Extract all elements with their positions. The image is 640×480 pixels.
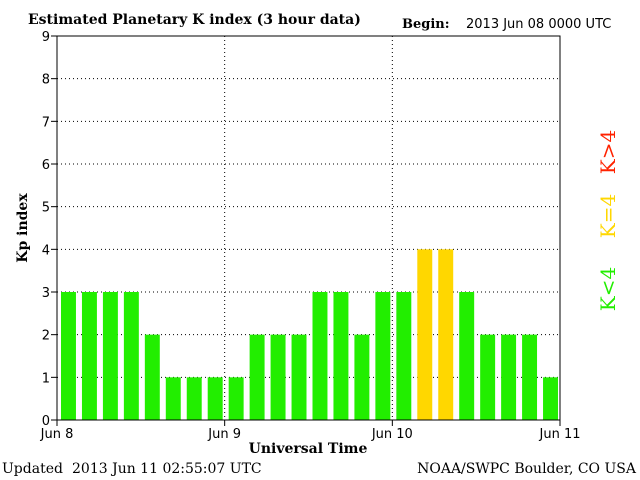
y-tick-label: 0 <box>42 414 50 429</box>
chart-title: Estimated Planetary K index (3 hour data… <box>28 12 361 28</box>
kp-bar <box>522 334 538 420</box>
kp-bar <box>459 292 475 420</box>
kp-bar <box>480 334 496 420</box>
y-tick-label: 5 <box>42 201 50 216</box>
y-axis-ticks: 0 1 2 3 4 5 6 7 8 9 <box>42 30 57 429</box>
kp-bar <box>123 292 139 420</box>
kp-bar <box>375 292 391 420</box>
kp-bar <box>249 334 265 420</box>
kp-bar <box>438 249 454 420</box>
y-tick-label: 9 <box>42 30 50 45</box>
kp-bar <box>501 334 517 420</box>
y-tick-label: 4 <box>42 243 50 258</box>
y-tick-label: 3 <box>42 286 50 301</box>
kp-bar <box>291 334 307 420</box>
plot-frame <box>56 35 561 421</box>
x-tick-label: Jun 11 <box>539 427 581 442</box>
kp-bar <box>312 292 328 420</box>
begin-label: Begin: <box>402 17 450 32</box>
x-tick-label: Jun 10 <box>371 427 413 442</box>
y-tick-label: 1 <box>42 371 50 386</box>
legend-entry: K<4 <box>596 267 620 311</box>
legend-entry: K>4 <box>596 130 620 174</box>
y-tick-label: 2 <box>42 329 50 344</box>
kp-bar <box>186 377 202 420</box>
kp-bar <box>417 249 433 420</box>
x-axis-label: Universal Time <box>249 441 368 457</box>
y-tick-label: 6 <box>42 158 50 173</box>
updated-label: Updated <box>2 461 63 477</box>
grid-lines <box>57 36 560 420</box>
legend: K>4 K=4 K<4 <box>596 130 620 311</box>
begin-value: 2013 Jun 08 0000 UTC <box>466 17 611 32</box>
kp-bar <box>333 292 349 420</box>
kp-bar <box>396 292 412 420</box>
kp-bar <box>207 377 223 420</box>
kp-bar <box>102 292 118 420</box>
x-axis-ticks: Jun 8 Jun 9 Jun 10 Jun 11 <box>40 420 581 442</box>
kp-bar <box>81 292 97 420</box>
kp-bar <box>228 377 244 420</box>
y-tick-label: 7 <box>42 115 50 130</box>
kp-bar <box>354 334 370 420</box>
credit-text: NOAA/SWPC Boulder, CO USA <box>417 461 637 477</box>
kp-bar <box>144 334 160 420</box>
legend-entry: K=4 <box>596 194 620 238</box>
kp-bar <box>270 334 286 420</box>
x-tick-label: Jun 8 <box>40 427 74 442</box>
kp-bar <box>165 377 181 420</box>
kp-bar <box>543 377 558 420</box>
y-tick-label: 8 <box>42 73 50 88</box>
y-axis-label: Kp index <box>15 193 31 263</box>
kp-bar <box>61 292 76 420</box>
x-tick-label: Jun 9 <box>207 427 241 442</box>
bars <box>61 249 558 420</box>
updated-value: 2013 Jun 11 02:55:07 UTC <box>72 461 262 477</box>
